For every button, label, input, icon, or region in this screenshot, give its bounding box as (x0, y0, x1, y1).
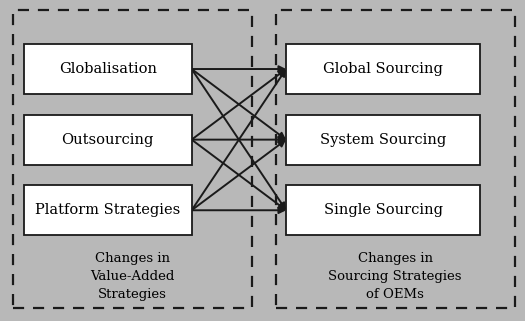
Text: Single Sourcing: Single Sourcing (324, 203, 443, 217)
Text: Platform Strategies: Platform Strategies (35, 203, 180, 217)
FancyBboxPatch shape (24, 186, 192, 235)
Text: Outsourcing: Outsourcing (61, 133, 154, 147)
Text: Global Sourcing: Global Sourcing (323, 62, 443, 76)
FancyBboxPatch shape (286, 115, 480, 165)
Text: Changes in
Value-Added
Strategies: Changes in Value-Added Strategies (90, 252, 175, 300)
FancyBboxPatch shape (286, 186, 480, 235)
Text: Globalisation: Globalisation (59, 62, 156, 76)
FancyBboxPatch shape (13, 10, 252, 308)
FancyBboxPatch shape (276, 10, 514, 308)
FancyBboxPatch shape (286, 44, 480, 94)
FancyBboxPatch shape (24, 115, 192, 165)
Text: System Sourcing: System Sourcing (320, 133, 446, 147)
Text: Changes in
Sourcing Strategies
of OEMs: Changes in Sourcing Strategies of OEMs (328, 252, 462, 300)
FancyBboxPatch shape (24, 44, 192, 94)
